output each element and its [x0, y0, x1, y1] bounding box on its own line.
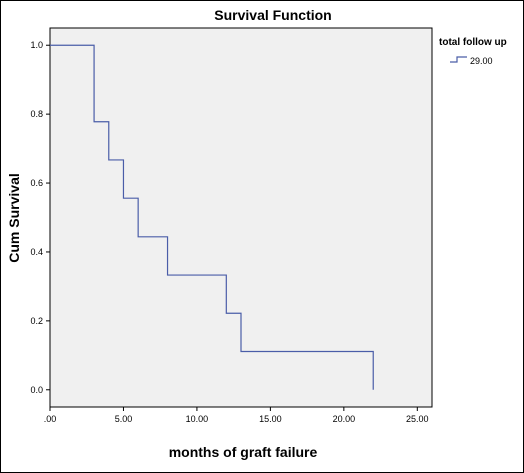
series-layer	[50, 44, 374, 390]
y-tick-label: 0.8	[30, 109, 43, 119]
y-tick-label: 1.0	[30, 40, 43, 50]
y-axis-label: Cum Survival	[6, 173, 22, 262]
chart-title: Survival Function	[214, 7, 331, 23]
legend-title: total follow up	[439, 37, 507, 48]
x-tick-label: 20.00	[333, 414, 356, 424]
x-tick-label: 15.00	[259, 414, 282, 424]
x-axis-label: months of graft failure	[169, 444, 318, 460]
legend-line-icon	[450, 56, 467, 63]
y-axis: 0.0 0.2 0.4 0.6 0.8 1.0	[30, 40, 50, 395]
y-tick-label: 0.0	[30, 385, 43, 395]
legend-entry-label: 29.00	[470, 56, 493, 66]
x-tick-label: .00	[44, 414, 57, 424]
x-tick-label: 10.00	[186, 414, 209, 424]
y-tick-label: 0.4	[30, 247, 43, 257]
x-tick-label: 5.00	[115, 414, 133, 424]
x-tick-label: 25.00	[406, 414, 429, 424]
survival-step-line	[50, 44, 374, 390]
legend-entries: 29.00	[450, 56, 493, 66]
x-axis: .00 5.00 10.00 15.00 20.00 25.00	[44, 407, 429, 424]
y-tick-label: 0.6	[30, 178, 43, 188]
y-tick-label: 0.2	[30, 316, 43, 326]
legend: total follow up 29.00	[439, 37, 507, 66]
